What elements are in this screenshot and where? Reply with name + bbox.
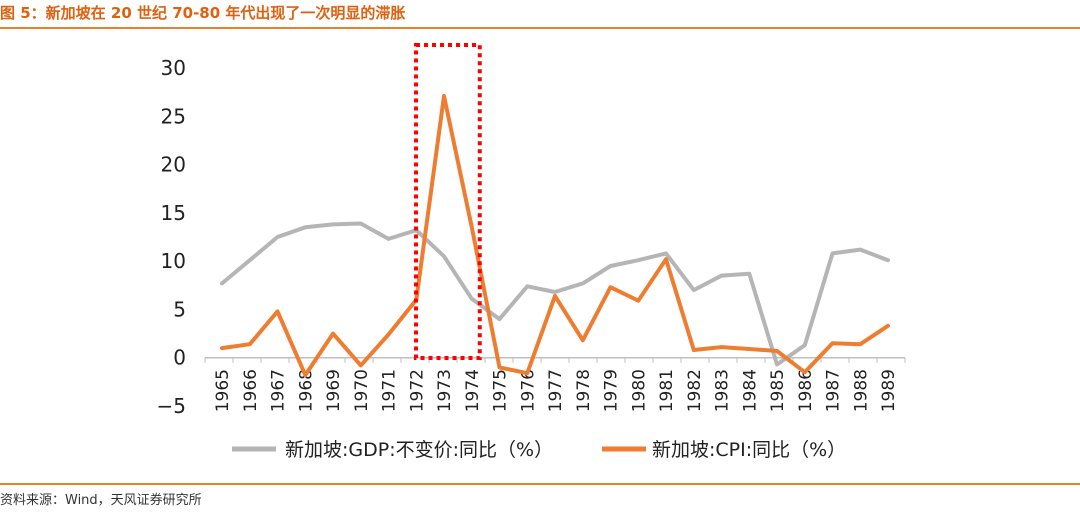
x-tick-label: 1978 (574, 369, 594, 412)
series-layer (220, 94, 890, 378)
bottom-divider (0, 483, 1080, 485)
legend-label-cpi: 新加坡:CPI:同比（%） (652, 439, 846, 461)
figure-title: 图 5：新加坡在 20 世纪 70-80 年代出现了一次明显的滞胀 (0, 4, 406, 22)
legend-label-gdp: 新加坡:GDP:不变价:同比（%） (285, 439, 553, 461)
x-tick-label: 1971 (380, 369, 400, 412)
highlight-layer (414, 43, 482, 360)
highlight-box (414, 43, 482, 360)
y-tick-label: 5 (173, 297, 186, 321)
x-tick-label: 1974 (463, 369, 483, 412)
x-tick-label: 1982 (685, 369, 705, 412)
y-tick-label: 25 (161, 104, 186, 128)
y-tick-label: −5 (157, 394, 186, 418)
x-tick-label: 1967 (269, 369, 289, 412)
x-tick-label: 1969 (324, 369, 344, 412)
cpi-series-line (220, 94, 890, 378)
gdp-series-line (220, 221, 890, 367)
y-tick-label: 20 (161, 153, 186, 177)
chart-legend: 新加坡:GDP:不变价:同比（%） 新加坡:CPI:同比（%） (232, 439, 846, 461)
top-divider (0, 27, 1080, 29)
x-tick-label: 1965 (213, 369, 233, 412)
x-tick-label: 1980 (629, 369, 649, 412)
chart-axes (204, 356, 906, 363)
x-tick-label: 1979 (602, 369, 622, 412)
x-tick-label: 1983 (713, 369, 733, 412)
x-tick-label: 1989 (879, 369, 899, 412)
x-tick-label: 1987 (824, 369, 844, 412)
x-tick-label: 1981 (657, 369, 677, 412)
x-tick-label: 1968 (296, 369, 316, 412)
y-tick-label: 0 (173, 346, 186, 370)
y-tick-label: 15 (161, 201, 186, 225)
x-tick-label: 1985 (768, 369, 788, 412)
x-tick-label: 1976 (518, 369, 538, 412)
x-tick-label: 1977 (546, 369, 566, 412)
x-tick-label: 1984 (740, 369, 760, 412)
x-tick-label: 1972 (407, 369, 427, 412)
source-note: 资料来源：Wind，天风证券研究所 (0, 493, 202, 508)
x-tick-label: 1970 (352, 369, 372, 412)
x-tick-label: 1988 (851, 369, 871, 412)
y-axis-ticks: 30 25 20 15 10 5 0 −5 (157, 56, 186, 418)
x-tick-label: 1986 (796, 369, 816, 412)
y-tick-label: 30 (161, 56, 186, 80)
x-tick-label: 1966 (241, 369, 261, 412)
y-tick-label: 10 (161, 249, 186, 273)
x-tick-label: 1973 (435, 369, 455, 412)
x-axis-ticks: 1965 1966 1967 1968 1969 1970 1971 1972 1973 1974… (213, 369, 899, 412)
x-tick-label: 1975 (491, 369, 511, 412)
